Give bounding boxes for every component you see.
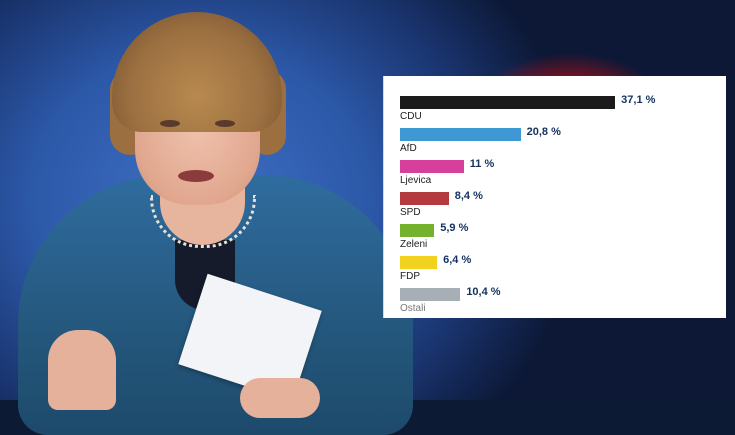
value-label-cdu: 37,1 % bbox=[621, 94, 656, 106]
category-label-ljevica: Ljevica bbox=[400, 175, 432, 186]
category-label-fdp: FDP bbox=[400, 271, 420, 282]
bar-ljevica bbox=[400, 160, 464, 173]
bar-row-ostali: 10,4 % Ostali bbox=[400, 286, 720, 320]
person-hair bbox=[112, 12, 282, 132]
person-eye-right bbox=[215, 120, 235, 127]
person-mouth bbox=[178, 170, 214, 182]
poll-bar-chart: 37,1 % CDU 20,8 % AfD 11 % Ljevica 8,4 % SPD 5,9… bbox=[383, 76, 726, 318]
bar-row-spd: 8,4 % SPD bbox=[400, 190, 720, 224]
category-label-spd: SPD bbox=[400, 207, 421, 218]
value-label-fdp: 6,4 % bbox=[443, 254, 472, 266]
category-label-ostali: Ostali bbox=[400, 303, 426, 314]
person-hand-left bbox=[48, 330, 116, 410]
bar-row-afd: 20,8 % AfD bbox=[400, 126, 720, 160]
bar-fdp bbox=[400, 256, 438, 269]
category-label-zeleni: Zeleni bbox=[400, 239, 428, 250]
value-label-ostali: 10,4 % bbox=[466, 286, 501, 298]
bar-row-cdu: 37,1 % CDU bbox=[400, 94, 720, 128]
bar-cdu bbox=[400, 96, 616, 109]
person-hand-right bbox=[240, 378, 320, 418]
bar-afd bbox=[400, 128, 521, 141]
category-label-cdu: CDU bbox=[400, 111, 422, 122]
bar-zeleni bbox=[400, 224, 435, 237]
value-label-zeleni: 5,9 % bbox=[440, 222, 469, 234]
bar-row-fdp: 6,4 % FDP bbox=[400, 254, 720, 288]
bar-row-zeleni: 5,9 % Zeleni bbox=[400, 222, 720, 256]
category-label-afd: AfD bbox=[400, 143, 417, 154]
value-label-spd: 8,4 % bbox=[454, 190, 483, 202]
value-label-ljevica: 11 % bbox=[469, 158, 495, 170]
person-eye-left bbox=[160, 120, 180, 127]
bar-ostali bbox=[400, 288, 461, 301]
bar-row-ljevica: 11 % Ljevica bbox=[400, 158, 720, 192]
bar-spd bbox=[400, 192, 449, 205]
value-label-afd: 20,8 % bbox=[526, 126, 561, 138]
